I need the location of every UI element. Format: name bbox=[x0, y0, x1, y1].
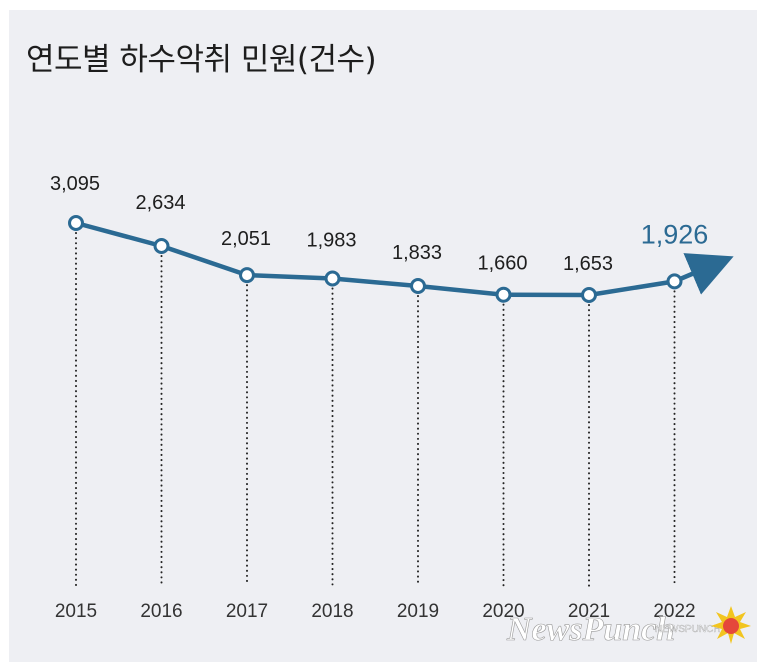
value-label-2020: 1,660 bbox=[477, 253, 527, 275]
value-label-2018: 1,983 bbox=[306, 230, 356, 252]
newspunch-watermark: NewsPunch NEWSPUNCH bbox=[506, 606, 751, 648]
series-line bbox=[73, 220, 677, 298]
chart-panel bbox=[9, 10, 757, 662]
data-point-2015 bbox=[68, 215, 84, 231]
x-tick-label-2021: 2021 bbox=[568, 601, 610, 622]
watermark-small-text: NEWSPUNCH bbox=[655, 624, 721, 635]
value-label-2019: 1,833 bbox=[392, 242, 442, 264]
x-tick-label-2019: 2019 bbox=[397, 601, 439, 622]
x-tick-label-2020: 2020 bbox=[482, 601, 524, 622]
x-tick-label-2016: 2016 bbox=[140, 601, 182, 622]
value-label-2021: 1,653 bbox=[563, 253, 613, 275]
data-point-2022 bbox=[666, 273, 683, 290]
watermark-brand: NewsPunch bbox=[506, 611, 675, 648]
sun-logo-icon bbox=[711, 606, 751, 644]
x-tick-label-2018: 2018 bbox=[311, 601, 353, 622]
value-label-2016: 2,634 bbox=[135, 192, 185, 214]
value-label-2022: 1,926 bbox=[641, 219, 709, 249]
data-point-2017 bbox=[239, 267, 255, 284]
x-tick-label-2022: 2022 bbox=[653, 601, 695, 622]
x-tick-label-2017: 2017 bbox=[226, 601, 268, 622]
chart-title: 연도별 하수악취 민원(건수) bbox=[26, 42, 377, 78]
x-tick-label-2015: 2015 bbox=[55, 601, 97, 622]
data-point-2019 bbox=[410, 278, 426, 294]
value-label-2017: 2,051 bbox=[221, 228, 271, 250]
data-point-2020 bbox=[495, 286, 512, 303]
data-point-2016 bbox=[153, 238, 170, 254]
value-label-2015: 3,095 bbox=[50, 173, 100, 195]
data-point-2021 bbox=[581, 287, 597, 303]
data-point-2018 bbox=[324, 270, 341, 287]
